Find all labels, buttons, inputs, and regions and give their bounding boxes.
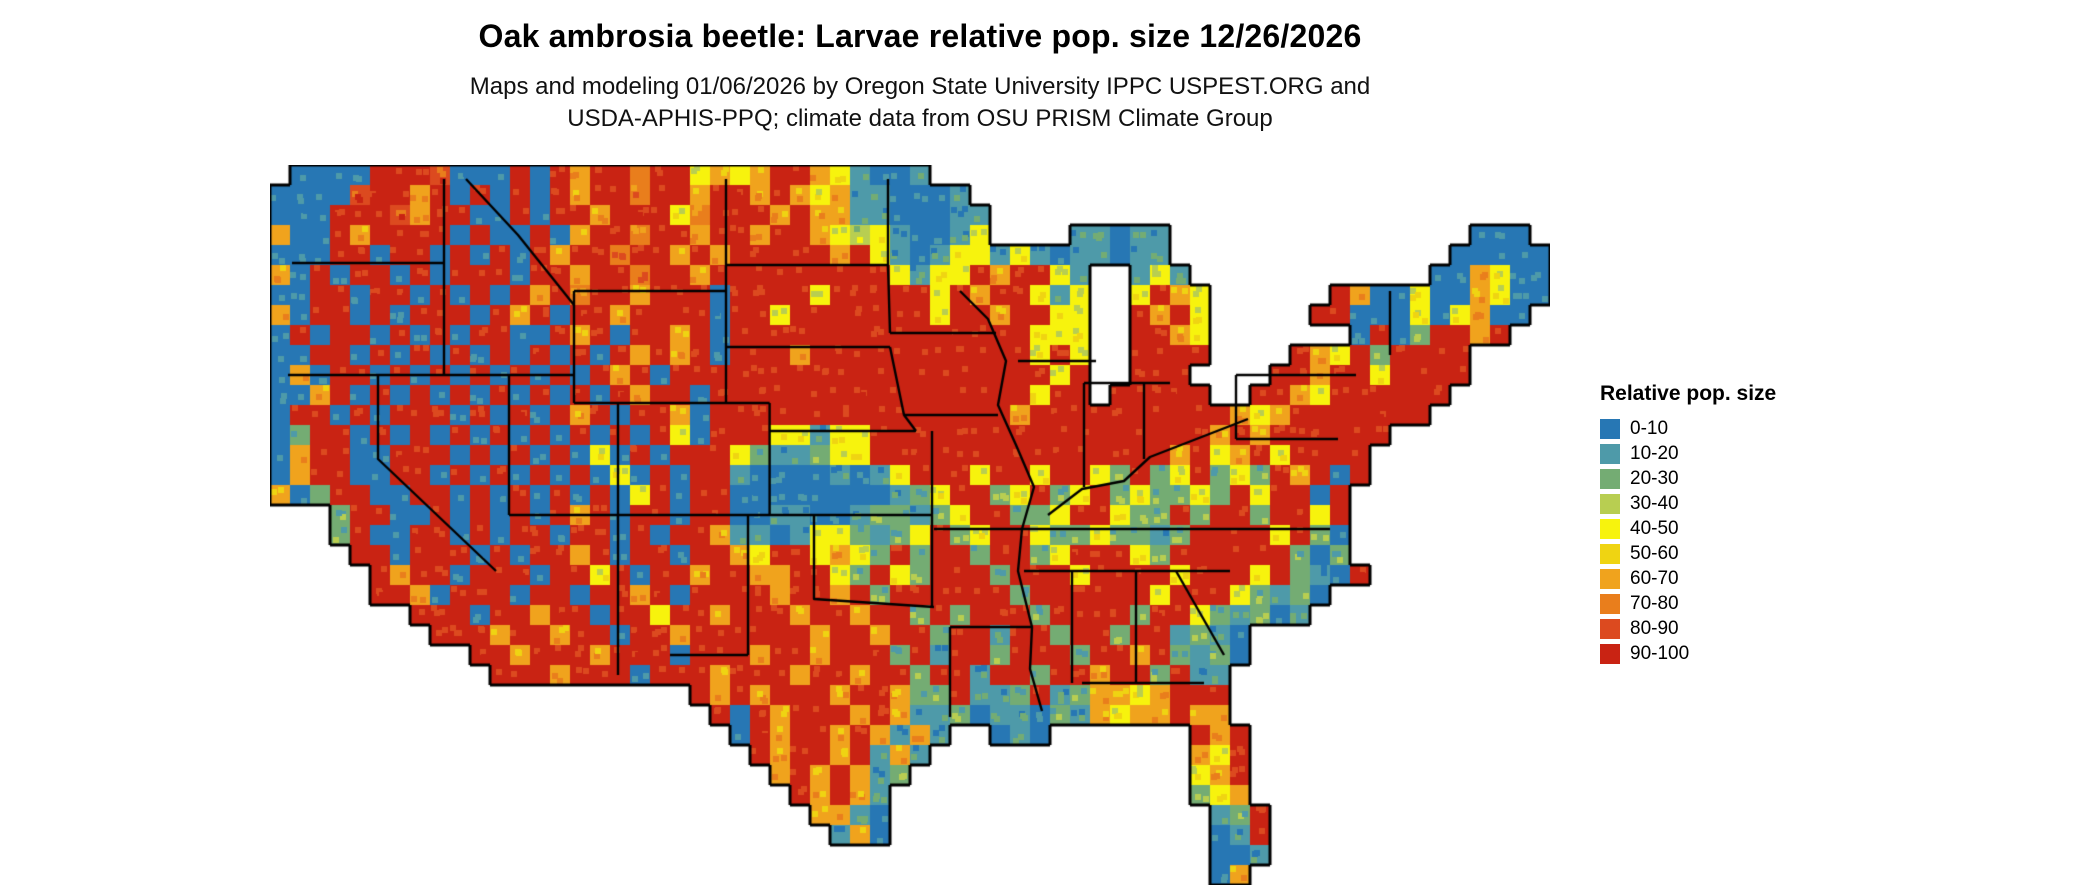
legend-swatch	[1600, 418, 1620, 439]
legend-swatch	[1600, 618, 1620, 639]
legend-swatch	[1600, 493, 1620, 514]
legend-label: 50-60	[1630, 542, 1679, 564]
legend-item: 50-60	[1600, 541, 1860, 566]
legend-swatch	[1600, 643, 1620, 664]
legend-swatch	[1600, 593, 1620, 614]
map-title: Oak ambrosia beetle: Larvae relative pop…	[478, 18, 1362, 54]
legend-swatch	[1600, 543, 1620, 564]
legend-label: 90-100	[1630, 642, 1690, 664]
legend-swatch	[1600, 468, 1620, 489]
legend-label: 10-20	[1630, 442, 1679, 464]
us-choropleth-map	[270, 165, 1550, 885]
legend-swatch	[1600, 518, 1620, 539]
legend-item: 0-10	[1600, 416, 1860, 441]
legend-label: 20-30	[1630, 467, 1679, 489]
legend-item: 60-70	[1600, 566, 1860, 591]
legend-label: 30-40	[1630, 492, 1679, 514]
legend-item: 70-80	[1600, 591, 1860, 616]
map-subtitle-line1: Maps and modeling 01/06/2026 by Oregon S…	[469, 73, 1371, 100]
header: Oak ambrosia beetle: Larvae relative pop…	[0, 18, 1840, 134]
legend-item: 90-100	[1600, 641, 1860, 666]
legend-label: 60-70	[1630, 567, 1679, 589]
map-subtitle-line2: USDA-APHIS-PPQ; climate data from OSU PR…	[567, 104, 1273, 132]
legend-item: 80-90	[1600, 616, 1860, 641]
legend-label: 0-10	[1630, 417, 1669, 439]
legend-swatch	[1600, 443, 1620, 464]
legend-label: 70-80	[1630, 592, 1679, 614]
map-subtitle: Maps and modeling 01/06/2026 by Oregon S…	[0, 71, 1840, 134]
legend-swatch	[1600, 568, 1620, 589]
legend-item: 20-30	[1600, 466, 1860, 491]
legend: Relative pop. size 0-10 10-20 20-30 30-40 40…	[1600, 382, 1860, 666]
legend-item: 40-50	[1600, 516, 1860, 541]
legend-item: 10-20	[1600, 441, 1860, 466]
legend-title: Relative pop. size	[1600, 382, 1777, 405]
legend-items: 0-10 10-20 20-30 30-40 40-50 50-60 60-70 70-80 8…	[1600, 416, 1860, 666]
legend-label: 40-50	[1630, 517, 1679, 539]
legend-label: 80-90	[1630, 617, 1679, 639]
legend-item: 30-40	[1600, 491, 1860, 516]
